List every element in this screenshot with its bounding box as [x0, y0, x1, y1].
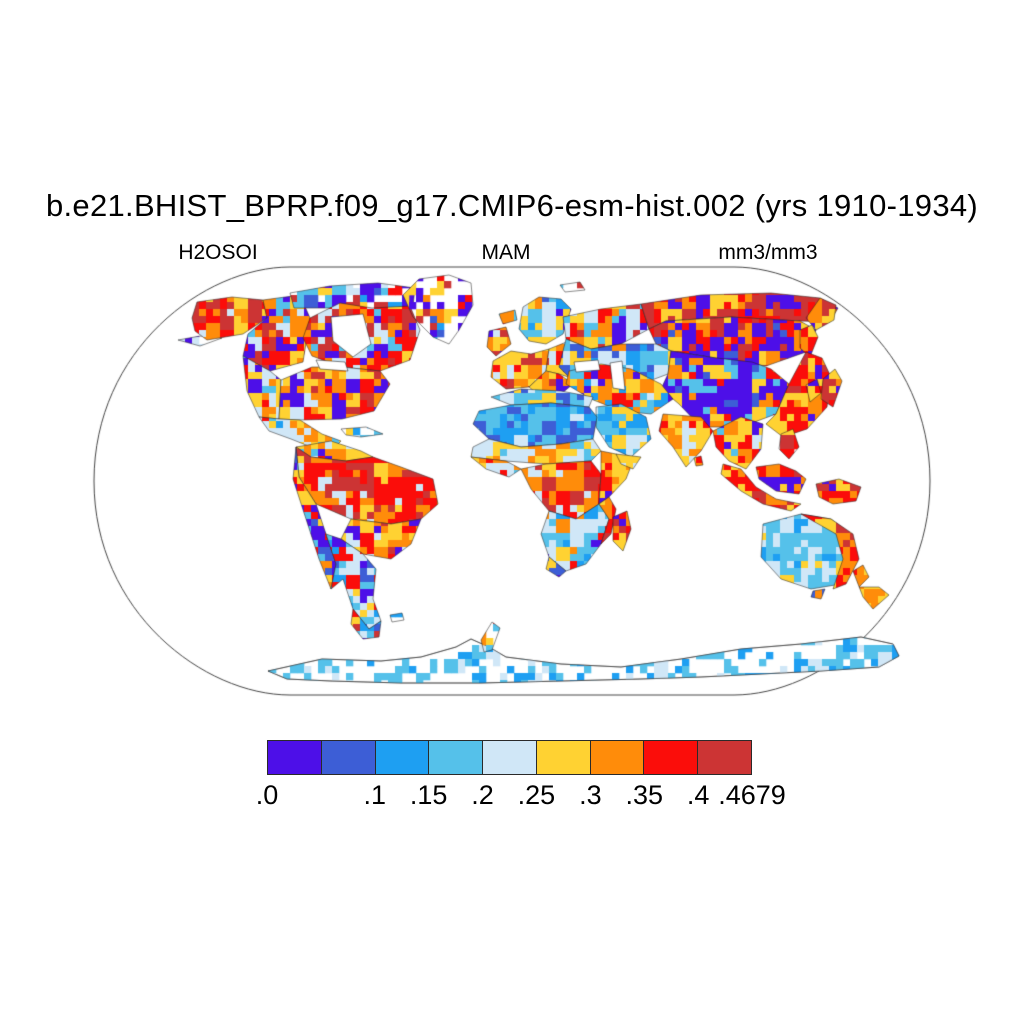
colorbar-swatch-0: [267, 740, 322, 775]
colorbar-swatch-7: [643, 740, 699, 775]
colorbar-swatch-1: [320, 740, 376, 775]
season-label: MAM: [481, 241, 531, 264]
colorbar-tick-label: .3: [579, 780, 602, 810]
colorbar-tick-label: .2: [471, 780, 494, 810]
colorbar-tick-label: .4679: [718, 780, 786, 810]
colorbar-swatch-2: [374, 740, 430, 775]
variable-label: H2OSOI: [178, 241, 258, 264]
colorbar-tick-label: .25: [517, 780, 556, 810]
colorbar-tick-label: .1: [363, 780, 387, 810]
colorbar-swatch-4: [482, 740, 537, 775]
colorbar-tick-label: .35: [625, 780, 663, 810]
plot-title: b.e21.BHIST_BPRP.f09_g17.CMIP6-esm-hist.…: [45, 188, 979, 223]
colorbar-tick-label: .0: [255, 780, 279, 810]
colorbar-swatch-5: [535, 740, 591, 775]
units-label: mm3/mm3: [718, 241, 818, 264]
colorbar-swatch-6: [589, 740, 645, 775]
colorbar-swatch-3: [428, 740, 484, 775]
colorbar-tick-label: .15: [409, 780, 448, 810]
colorbar-tick-labels: .0 .1 .15 .2 .25 .3 .35 .4 .4679: [256, 780, 786, 810]
colorbar-swatch-8: [697, 740, 753, 775]
colorbar-tick-label: .4: [686, 780, 710, 810]
colorbar: [267, 740, 753, 775]
